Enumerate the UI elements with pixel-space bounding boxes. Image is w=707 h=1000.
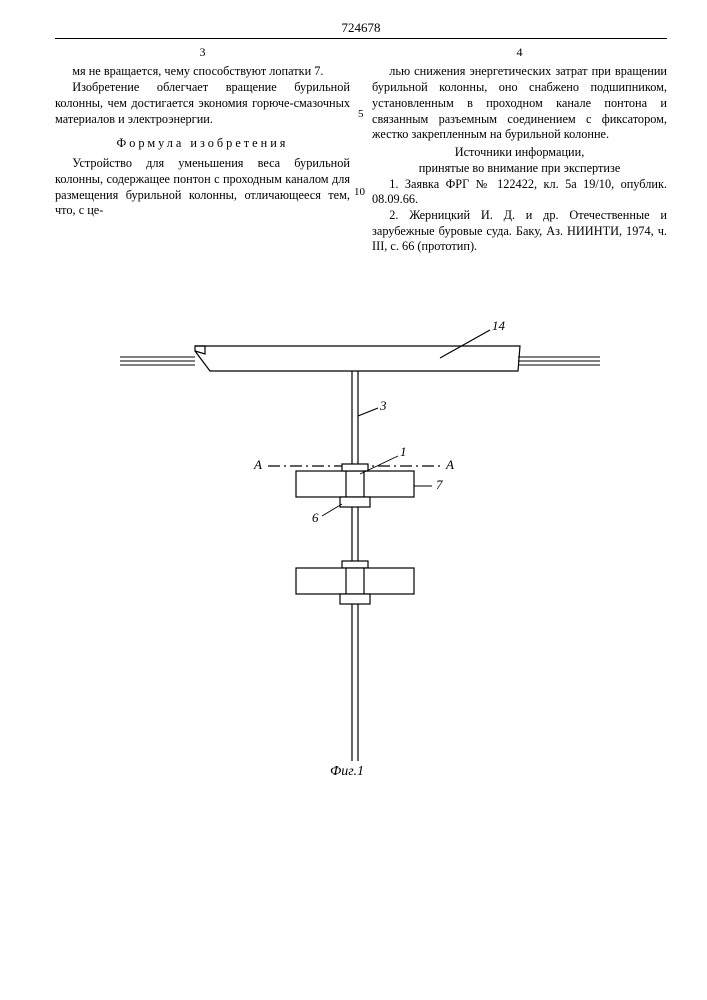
right-p3: 2. Жерницкий И. Д. и др. Отечественные и… [372, 208, 667, 255]
line-number-5: 5 [358, 107, 364, 121]
patent-number: 724678 [55, 20, 667, 36]
ship-hull [195, 346, 520, 371]
left-column: 3 мя не вращается, чему способствуют ло­… [55, 45, 350, 255]
callout-14: 14 [492, 318, 505, 334]
line-number-10: 10 [354, 185, 365, 199]
figure-label: Фиг.1 [330, 764, 364, 780]
callout-A1: A [254, 457, 262, 473]
divider [55, 38, 667, 39]
callout-7: 7 [436, 477, 443, 493]
formula-title: Формула изобретения [55, 136, 350, 152]
col-num-left: 3 [55, 45, 350, 60]
sources-title: Источники информации, принятые во вниман… [372, 145, 667, 176]
text-columns: 3 мя не вращается, чему способствуют ло­… [55, 45, 667, 255]
lower-pontoon [296, 561, 414, 604]
callout-6: 6 [312, 510, 319, 526]
left-p1: мя не вращается, чему способствуют ло­па… [55, 64, 350, 80]
figure-1: 14 3 A A 1 7 6 Фиг.1 [0, 316, 707, 791]
water-lines [120, 357, 600, 365]
col-num-right: 4 [372, 45, 667, 60]
right-p2: 1. Заявка ФРГ № 122422, кл. 5a 19/10, оп… [372, 177, 667, 208]
leader-3 [358, 408, 378, 416]
callout-1: 1 [400, 444, 407, 460]
leader-6 [322, 504, 342, 516]
upper-pontoon [296, 464, 414, 497]
leader-14 [440, 330, 490, 358]
right-column: 4 5 10 лью снижения энергетических затра… [372, 45, 667, 255]
callout-A2: A [446, 457, 454, 473]
right-p1: лью снижения энергетических затрат при в… [372, 64, 667, 143]
callout-3: 3 [380, 398, 387, 414]
left-p2: Изобретение облегчает вращение буриль­но… [55, 80, 350, 127]
figure-svg [0, 316, 707, 786]
upper-flange [340, 497, 370, 507]
left-p3: Устройство для уменьшения веса буриль­но… [55, 156, 350, 219]
